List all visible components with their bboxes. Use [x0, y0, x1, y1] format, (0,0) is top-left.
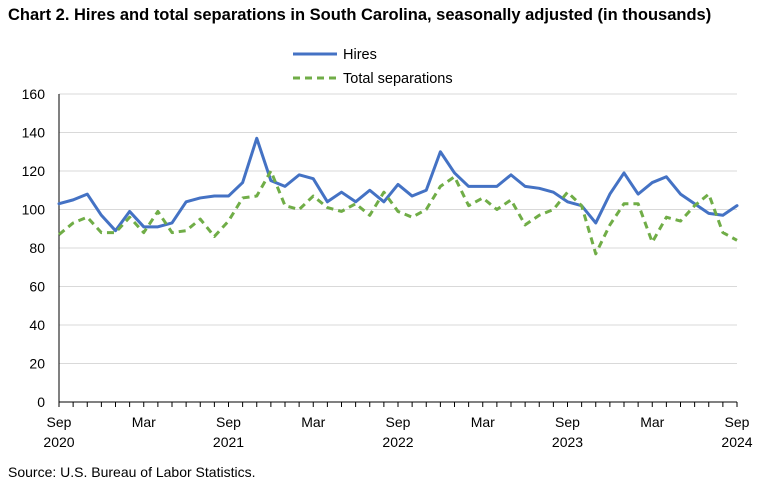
- y-tick-label: 20: [29, 356, 45, 372]
- axes: [58, 94, 738, 407]
- y-tick-label: 140: [22, 125, 46, 141]
- legend: Hires Total separations: [293, 47, 453, 87]
- y-tick-label: 120: [22, 163, 46, 179]
- y-tick-label: 60: [29, 279, 45, 295]
- x-tick-label-month: Mar: [132, 414, 156, 430]
- y-tick-labels: 0 20 40 60 80 100 120 140 160: [22, 86, 46, 410]
- x-tick-label-month: Mar: [301, 414, 325, 430]
- x-tick-label-month: Sep: [216, 414, 241, 430]
- x-tick-label-month: Mar: [471, 414, 495, 430]
- x-tick-label-year: 2020: [43, 434, 74, 450]
- chart-title: Chart 2. Hires and total separations in …: [8, 6, 712, 24]
- y-tick-label: 100: [22, 202, 46, 218]
- y-tick-label: 80: [29, 240, 45, 256]
- y-tick-label: 0: [37, 394, 45, 410]
- x-tick-label-month: Sep: [555, 414, 580, 430]
- x-tick-label-month: Sep: [386, 414, 411, 430]
- x-tick-label-month: Mar: [640, 414, 664, 430]
- x-tick-labels: Sep 2020 Mar Sep 2021 Mar Sep 2022 Mar Sep 2023 Mar…: [43, 414, 752, 450]
- gridlines: [59, 93, 737, 364]
- legend-label: Total separations: [343, 71, 453, 87]
- x-tick-label-month: Sep: [725, 414, 750, 430]
- x-tick-label-year: 2022: [382, 434, 413, 450]
- x-tick-label-year: 2021: [213, 434, 244, 450]
- legend-label: Hires: [343, 47, 377, 63]
- source-note: Source: U.S. Bureau of Labor Statistics.: [8, 464, 256, 480]
- series-lines: [57, 136, 739, 256]
- y-tick-label: 160: [22, 86, 46, 102]
- x-tick-label-year: 2024: [721, 434, 752, 450]
- y-tick-label: 40: [29, 317, 45, 333]
- series-line-hires: [57, 136, 739, 233]
- series-line-total-separations: [58, 169, 738, 256]
- x-tick-label-year: 2023: [552, 434, 583, 450]
- x-tick-label-month: Sep: [47, 414, 72, 430]
